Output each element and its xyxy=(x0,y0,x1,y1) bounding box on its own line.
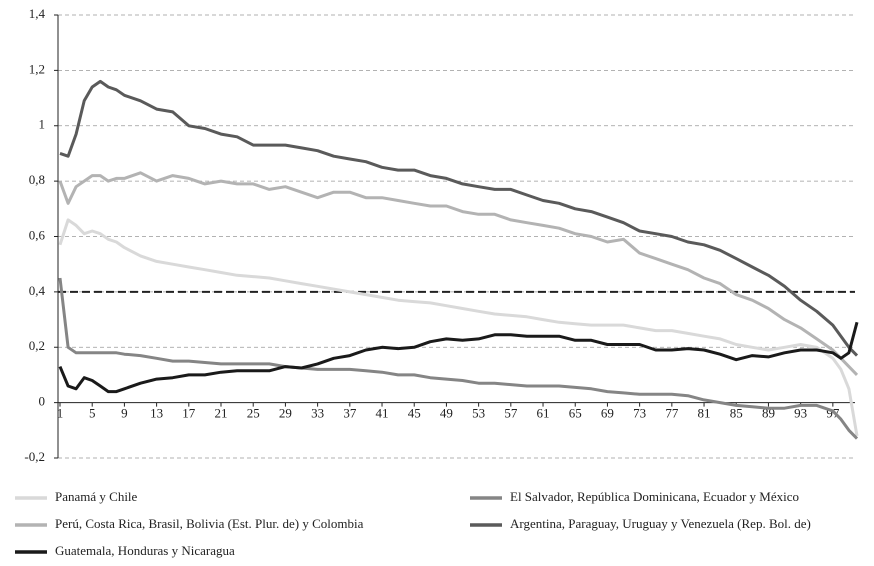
legend-label: Panamá y Chile xyxy=(55,489,138,504)
x-tick-label: 61 xyxy=(537,406,550,421)
x-tick-label: 81 xyxy=(698,406,711,421)
y-tick-label: -0,2 xyxy=(24,449,45,464)
x-tick-label: 65 xyxy=(569,406,582,421)
y-tick-label: 0,4 xyxy=(29,283,46,298)
x-tick-label: 77 xyxy=(665,406,679,421)
x-tick-label: 73 xyxy=(633,406,646,421)
y-tick-label: 0,2 xyxy=(29,338,45,353)
x-tick-label: 17 xyxy=(182,406,196,421)
y-tick-label: 0,6 xyxy=(29,227,46,242)
series-line xyxy=(58,321,859,394)
x-tick-label: 13 xyxy=(150,406,163,421)
y-tick-label: 1,2 xyxy=(29,61,45,76)
x-tick-label: 25 xyxy=(247,406,260,421)
x-tick-label: 57 xyxy=(504,406,518,421)
x-tick-label: 69 xyxy=(601,406,614,421)
x-tick-label: 85 xyxy=(730,406,743,421)
y-tick-label: 0 xyxy=(39,394,46,409)
y-tick-label: 1,4 xyxy=(29,6,46,21)
x-tick-label: 21 xyxy=(215,406,228,421)
x-tick-label: 49 xyxy=(440,406,453,421)
x-tick-label: 45 xyxy=(408,406,421,421)
legend-label: Guatemala, Honduras y Nicaragua xyxy=(55,543,235,558)
y-tick-label: 1 xyxy=(39,117,46,132)
x-tick-label: 33 xyxy=(311,406,324,421)
x-tick-label: 37 xyxy=(343,406,357,421)
x-tick-label: 29 xyxy=(279,406,292,421)
series-line xyxy=(58,171,859,376)
legend-label: Perú, Costa Rica, Brasil, Bolivia (Est. … xyxy=(55,516,364,531)
series-line xyxy=(59,79,859,357)
series-line xyxy=(58,218,859,437)
x-tick-label: 5 xyxy=(89,406,96,421)
x-tick-label: 1 xyxy=(57,406,64,421)
x-tick-label: 41 xyxy=(376,406,389,421)
legend-label: Argentina, Paraguay, Uruguay y Venezuela… xyxy=(510,516,811,531)
x-tick-label: 53 xyxy=(472,406,485,421)
series-line xyxy=(58,277,859,440)
x-tick-label: 93 xyxy=(794,406,807,421)
x-tick-label: 9 xyxy=(121,406,128,421)
legend-label: El Salvador, República Dominicana, Ecuad… xyxy=(510,489,799,504)
y-tick-label: 0,8 xyxy=(29,172,45,187)
